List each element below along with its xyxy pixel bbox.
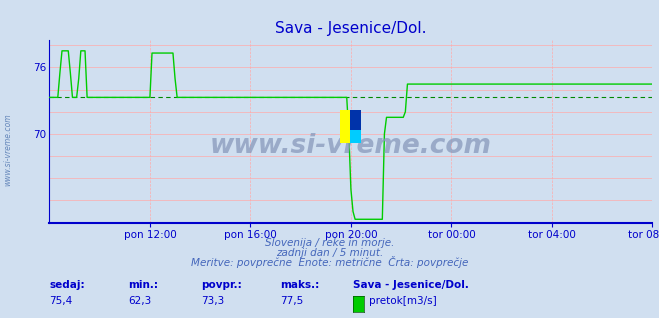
- Text: 77,5: 77,5: [280, 296, 303, 306]
- Bar: [350, 110, 361, 129]
- Text: 75,4: 75,4: [49, 296, 72, 306]
- Text: pretok[m3/s]: pretok[m3/s]: [369, 296, 437, 306]
- Text: min.:: min.:: [129, 280, 159, 290]
- Bar: [341, 110, 350, 143]
- Text: Sava - Jesenice/Dol.: Sava - Jesenice/Dol.: [353, 280, 469, 290]
- Text: Slovenija / reke in morje.: Slovenija / reke in morje.: [265, 238, 394, 248]
- Text: 73,3: 73,3: [201, 296, 224, 306]
- Text: www.si-vreme.com: www.si-vreme.com: [3, 113, 13, 186]
- Text: 62,3: 62,3: [129, 296, 152, 306]
- Title: Sava - Jesenice/Dol.: Sava - Jesenice/Dol.: [275, 21, 426, 36]
- Text: sedaj:: sedaj:: [49, 280, 85, 290]
- Text: www.si-vreme.com: www.si-vreme.com: [210, 133, 492, 159]
- Text: zadnji dan / 5 minut.: zadnji dan / 5 minut.: [276, 248, 383, 258]
- Text: povpr.:: povpr.:: [201, 280, 242, 290]
- Bar: [350, 129, 361, 143]
- Text: maks.:: maks.:: [280, 280, 320, 290]
- Text: Meritve: povprečne  Enote: metrične  Črta: povprečje: Meritve: povprečne Enote: metrične Črta:…: [191, 256, 468, 267]
